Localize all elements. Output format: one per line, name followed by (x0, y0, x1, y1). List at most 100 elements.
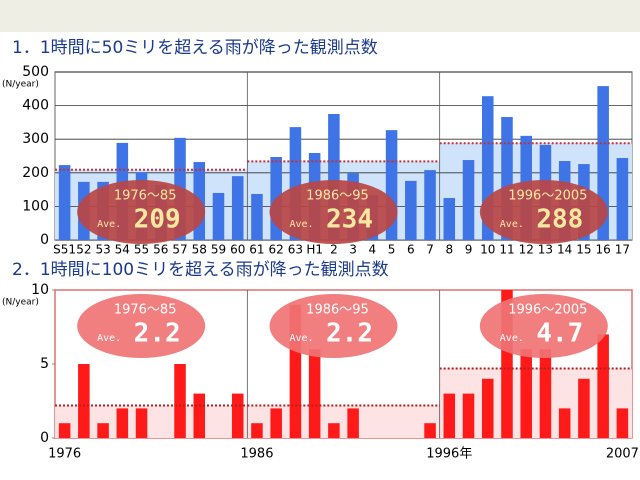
average-value: 2.2 (326, 319, 373, 349)
y-tick-label: 0 (40, 430, 49, 446)
y-tick-label: 300 (22, 131, 49, 147)
bar (116, 408, 129, 438)
y-tick-label: 100 (22, 198, 49, 214)
x-tick-label: 60 (230, 243, 245, 257)
average-value: 209 (134, 205, 181, 235)
average-label: Ave. (500, 333, 524, 344)
x-tick-label: 6 (407, 243, 415, 257)
x-tick-label: 1986 (240, 447, 273, 462)
bar (328, 114, 340, 240)
average-label: Ave. (500, 219, 524, 230)
average-bubble (77, 180, 206, 244)
x-tick-label: H1 (306, 243, 323, 257)
bar (251, 423, 263, 438)
bar (97, 423, 109, 438)
x-tick-label: 3 (349, 243, 357, 257)
x-tick-label: 17 (615, 243, 630, 257)
x-tick-label: 63 (288, 243, 303, 257)
y-axis-label: (N/year) (2, 298, 39, 308)
bar (135, 408, 148, 438)
bar (289, 304, 302, 438)
bar (578, 378, 590, 438)
average-period: 1996～2005 (508, 303, 587, 318)
average-bubble (479, 294, 608, 358)
bar (193, 393, 206, 438)
average-label: Ave. (289, 333, 313, 344)
bar (616, 408, 629, 438)
bar (212, 192, 225, 240)
header-band (0, 0, 640, 32)
x-tick-label: 8 (445, 243, 453, 257)
y-tick-label: 10 (31, 282, 49, 298)
x-tick-label: 1976 (48, 447, 81, 462)
bar (328, 423, 340, 438)
x-tick-label: 15 (576, 243, 591, 257)
x-tick-label: 14 (557, 243, 572, 257)
bar (231, 393, 244, 438)
average-period: 1986～95 (306, 189, 369, 204)
average-value: 234 (326, 205, 373, 235)
bar (308, 349, 321, 438)
bar (539, 349, 552, 438)
x-tick-label: 56 (153, 243, 168, 257)
x-tick-label: 54 (115, 243, 130, 257)
y-tick-label: 500 (22, 64, 49, 80)
chart-title: 1．1時間に50ミリを超える雨が降った観測点数 (12, 38, 378, 58)
bar (78, 364, 90, 438)
average-value: 288 (536, 205, 583, 235)
x-tick-label: 13 (538, 243, 553, 257)
bar (501, 117, 513, 240)
bar (443, 198, 456, 240)
y-axis-label: (N/year) (2, 80, 39, 90)
y-tick-label: 0 (40, 232, 49, 248)
x-tick-label: 9 (465, 243, 473, 257)
bar (481, 378, 494, 438)
average-label: Ave. (289, 219, 313, 230)
average-bubble (77, 294, 206, 358)
average-value: 2.2 (134, 319, 181, 349)
bar (501, 290, 513, 438)
y-tick-label: 400 (22, 98, 49, 114)
x-tick-label: 5 (388, 243, 396, 257)
x-tick-label: 55 (134, 243, 149, 257)
average-period: 1996～2005 (508, 189, 587, 204)
bar (462, 393, 475, 438)
x-tick-label: 4 (369, 243, 377, 257)
bar (481, 96, 494, 240)
average-bubble (269, 180, 398, 244)
x-tick-label: 2 (330, 243, 338, 257)
x-tick-label: 1996年 (426, 447, 472, 462)
bar (270, 408, 282, 438)
x-tick-label: 62 (269, 243, 284, 257)
y-tick-label: 200 (22, 165, 49, 181)
x-tick-label: 12 (519, 243, 534, 257)
y-tick-label: 5 (40, 356, 49, 372)
x-tick-label: 53 (95, 243, 110, 257)
average-period: 1986～95 (306, 303, 369, 318)
bar (443, 393, 456, 438)
x-tick-label: 59 (211, 243, 226, 257)
x-tick-label: 52 (76, 243, 91, 257)
bar (616, 158, 629, 240)
x-tick-label: 10 (480, 243, 495, 257)
bar (405, 180, 417, 240)
bar (597, 86, 609, 240)
average-bubble (269, 294, 398, 358)
average-period: 1976～85 (114, 303, 177, 318)
bar (597, 334, 609, 438)
x-tick-label: S51 (53, 243, 76, 257)
bar (424, 170, 436, 240)
bar (347, 408, 359, 438)
x-tick-label: 57 (172, 243, 187, 257)
bar (424, 423, 436, 438)
x-tick-label: 11 (499, 243, 514, 257)
chart-title: 2．1時間に100ミリを超える雨が降った観測点数 (12, 260, 389, 280)
x-tick-label: 61 (249, 243, 264, 257)
bar (58, 165, 71, 240)
x-tick-label: 16 (596, 243, 611, 257)
average-label: Ave. (97, 333, 121, 344)
bar (231, 176, 244, 240)
bar (174, 364, 186, 438)
x-tick-label: 2007 (606, 447, 639, 462)
